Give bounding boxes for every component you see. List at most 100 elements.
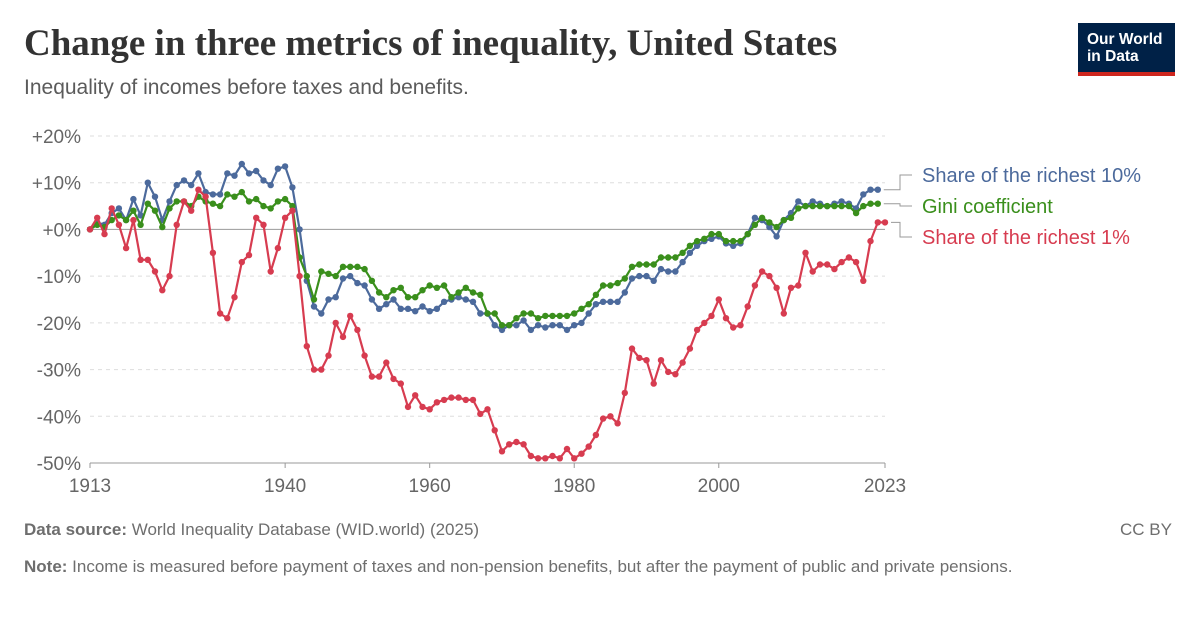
data-point[interactable] — [679, 258, 686, 266]
data-point[interactable] — [347, 263, 354, 270]
data-point[interactable] — [657, 265, 665, 273]
data-point[interactable] — [773, 233, 780, 240]
data-point[interactable] — [216, 310, 224, 317]
data-point[interactable] — [390, 296, 397, 303]
data-point[interactable] — [231, 193, 238, 200]
data-point[interactable] — [585, 310, 592, 317]
data-point[interactable] — [542, 324, 549, 331]
data-point[interactable] — [448, 294, 455, 301]
data-point[interactable] — [766, 219, 773, 226]
data-point[interactable] — [513, 322, 520, 329]
data-point[interactable] — [715, 230, 722, 238]
data-point[interactable] — [166, 198, 173, 205]
data-point[interactable] — [195, 186, 202, 193]
data-point[interactable] — [549, 452, 556, 460]
data-point[interactable] — [643, 261, 650, 268]
data-point[interactable] — [151, 193, 159, 200]
data-point[interactable] — [672, 371, 679, 378]
data-point[interactable] — [455, 394, 462, 401]
data-point[interactable] — [375, 373, 383, 380]
data-point[interactable] — [310, 366, 318, 373]
data-point[interactable] — [433, 399, 441, 406]
data-point[interactable] — [534, 315, 542, 322]
data-point[interactable] — [339, 275, 347, 282]
data-point[interactable] — [224, 315, 231, 322]
data-point[interactable] — [426, 282, 433, 289]
data-point[interactable] — [310, 303, 318, 310]
data-point[interactable] — [542, 455, 549, 462]
data-point[interactable] — [419, 303, 426, 310]
data-point[interactable] — [650, 380, 657, 387]
data-point[interactable] — [809, 202, 816, 210]
data-point[interactable] — [751, 214, 759, 221]
data-point[interactable] — [686, 249, 694, 256]
data-point[interactable] — [513, 438, 520, 446]
data-point[interactable] — [361, 352, 368, 359]
data-point[interactable] — [180, 198, 188, 205]
data-point[interactable] — [549, 322, 556, 329]
data-point[interactable] — [751, 282, 759, 289]
data-point[interactable] — [440, 396, 448, 404]
data-point[interactable] — [766, 223, 773, 231]
data-point[interactable] — [722, 315, 730, 322]
data-point[interactable] — [722, 237, 730, 245]
data-point[interactable] — [679, 359, 686, 366]
data-point[interactable] — [571, 322, 578, 329]
data-point[interactable] — [325, 352, 332, 359]
data-point[interactable] — [657, 357, 665, 364]
data-point[interactable] — [253, 167, 260, 175]
data-point[interactable] — [260, 177, 267, 184]
data-point[interactable] — [621, 275, 628, 282]
data-point[interactable] — [665, 254, 672, 261]
data-point[interactable] — [643, 272, 650, 280]
data-point[interactable] — [130, 207, 137, 214]
data-point[interactable] — [585, 443, 592, 450]
data-point[interactable] — [578, 305, 585, 312]
data-point[interactable] — [484, 406, 491, 413]
data-point[interactable] — [86, 226, 94, 233]
data-point[interactable] — [130, 216, 137, 224]
data-point[interactable] — [599, 298, 607, 305]
data-point[interactable] — [513, 315, 520, 322]
data-point[interactable] — [766, 272, 773, 280]
data-point[interactable] — [730, 242, 737, 249]
data-point[interactable] — [708, 235, 715, 242]
data-point[interactable] — [730, 324, 737, 331]
data-point[interactable] — [404, 294, 412, 301]
data-point[interactable] — [744, 230, 751, 238]
data-point[interactable] — [686, 345, 694, 352]
data-point[interactable] — [534, 455, 542, 462]
license[interactable]: CC BY — [1120, 520, 1172, 539]
data-point[interactable] — [780, 216, 787, 224]
data-point[interactable] — [556, 455, 563, 462]
data-point[interactable] — [404, 305, 412, 312]
data-point[interactable] — [701, 235, 708, 242]
data-point[interactable] — [412, 308, 419, 315]
data-point[interactable] — [296, 272, 303, 280]
data-point[interactable] — [484, 310, 491, 317]
data-point[interactable] — [527, 452, 535, 460]
data-point[interactable] — [231, 172, 238, 179]
data-point[interactable] — [260, 202, 267, 210]
data-point[interactable] — [383, 294, 390, 301]
data-point[interactable] — [665, 268, 672, 275]
data-point[interactable] — [585, 301, 592, 308]
data-point[interactable] — [845, 254, 853, 261]
data-point[interactable] — [679, 249, 686, 256]
data-point[interactable] — [404, 403, 412, 411]
data-point[interactable] — [94, 214, 101, 221]
data-point[interactable] — [209, 191, 217, 198]
data-point[interactable] — [636, 272, 643, 280]
data-point[interactable] — [693, 237, 701, 245]
data-point[interactable] — [831, 202, 838, 210]
data-point[interactable] — [448, 394, 455, 401]
data-point[interactable] — [592, 301, 600, 308]
data-point[interactable] — [744, 303, 751, 310]
data-point[interactable] — [563, 445, 571, 453]
data-point[interactable] — [838, 258, 845, 266]
data-point[interactable] — [816, 202, 824, 210]
data-point[interactable] — [144, 256, 151, 263]
data-point[interactable] — [188, 181, 195, 189]
data-point[interactable] — [368, 277, 376, 284]
data-point[interactable] — [498, 326, 506, 334]
